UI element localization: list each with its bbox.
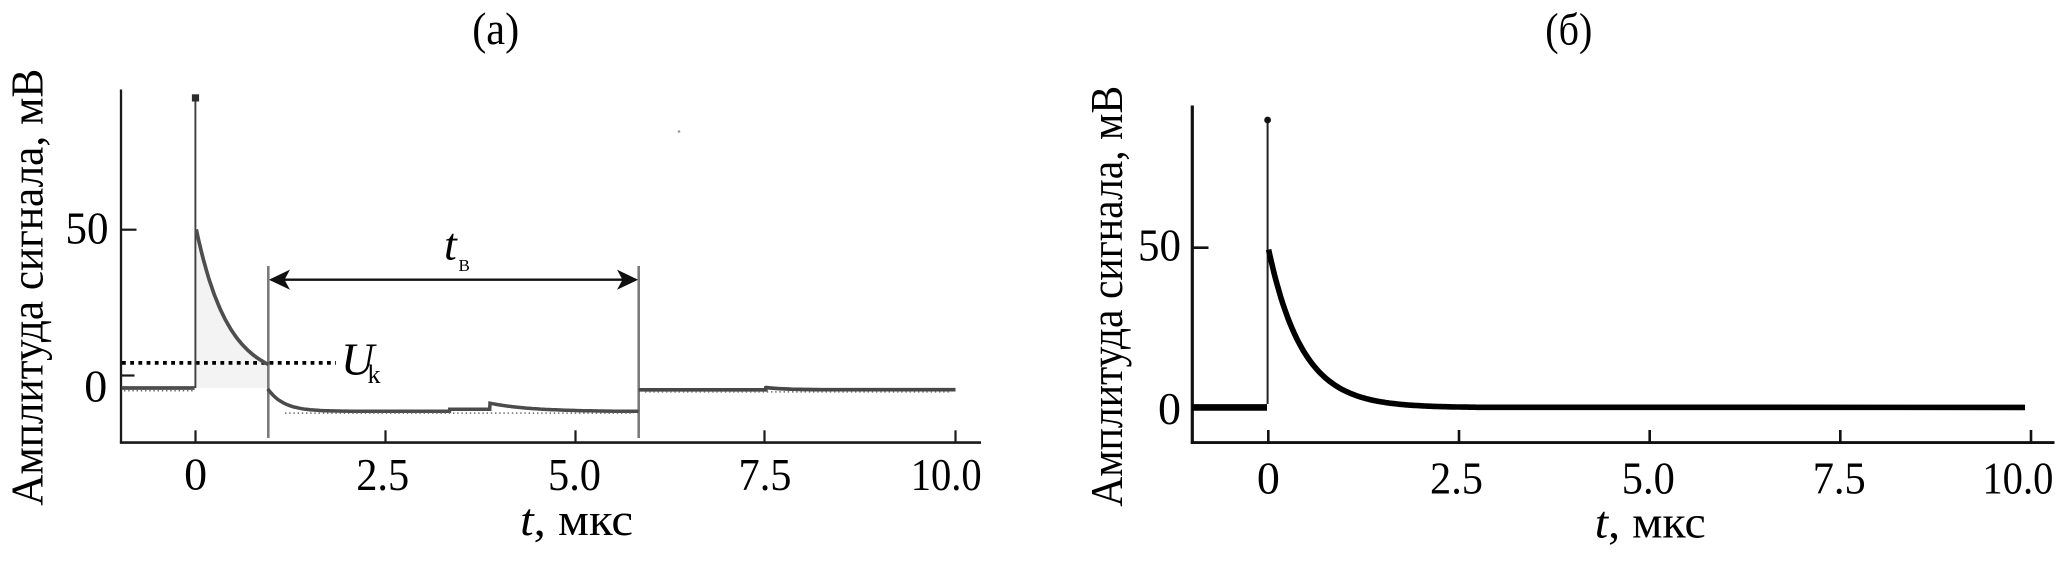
svg-text:5.0: 5.0	[548, 449, 601, 500]
svg-text:50: 50	[66, 203, 109, 254]
svg-text:Амплитуда сигнала, мВ: Амплитуда сигнала, мВ	[1, 69, 52, 506]
svg-text:10.0: 10.0	[911, 449, 982, 500]
svg-text:7.5: 7.5	[1813, 453, 1866, 504]
svg-text:k: k	[368, 360, 381, 389]
svg-text:t, мкс: t, мкс	[520, 494, 633, 545]
svg-text:0: 0	[1158, 383, 1181, 434]
svg-text:0: 0	[84, 361, 107, 412]
svg-text:Амплитуда сигнала, мВ: Амплитуда сигнала, мВ	[1081, 86, 1132, 507]
svg-text:0: 0	[184, 449, 207, 500]
svg-text:U: U	[341, 334, 377, 385]
svg-text:7.5: 7.5	[739, 449, 792, 500]
svg-text:0: 0	[1257, 453, 1280, 504]
svg-text:(а): (а)	[472, 3, 519, 54]
svg-text:10.0: 10.0	[1982, 453, 2053, 504]
svg-text:(б): (б)	[1545, 4, 1592, 55]
svg-text:2.5: 2.5	[356, 449, 409, 500]
svg-text:2.5: 2.5	[1430, 453, 1483, 504]
svg-text:5.0: 5.0	[1622, 453, 1675, 504]
svg-text:50: 50	[1138, 219, 1181, 270]
svg-text:t: t	[444, 219, 458, 270]
svg-text:В: В	[459, 256, 470, 275]
svg-text:t, мкс: t, мкс	[1595, 497, 1706, 548]
